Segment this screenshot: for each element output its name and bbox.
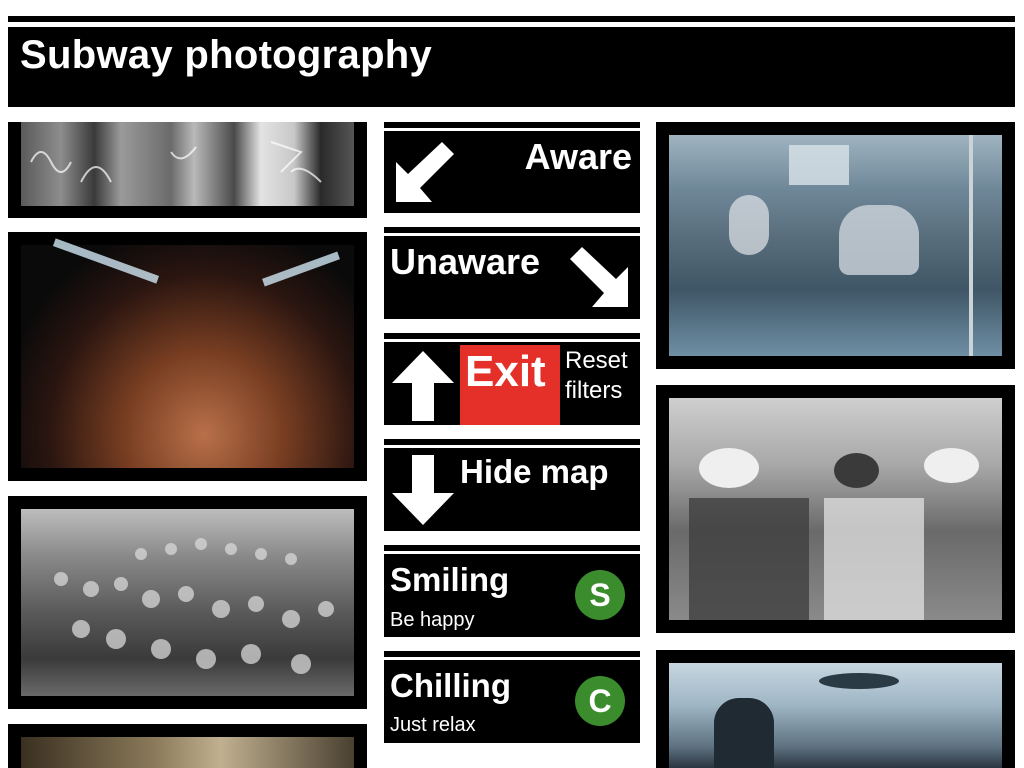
- grab-pole: [969, 135, 973, 356]
- arrow-down-right-icon: [570, 247, 628, 307]
- exit-box: Exit: [460, 345, 560, 425]
- photo-crowd-in-tunnel[interactable]: [8, 496, 367, 709]
- ceiling-light: [52, 238, 160, 284]
- train-window: [789, 145, 849, 185]
- reset-label: Reset: [565, 347, 628, 374]
- photo-girls-on-graffiti-train[interactable]: [656, 122, 1015, 369]
- crowd-tunnel-image: [21, 509, 354, 696]
- passenger-with-cap: [714, 698, 774, 768]
- page-header: Subway photography: [8, 27, 1015, 107]
- white-hat: [924, 448, 979, 483]
- sign-divider: [384, 233, 640, 236]
- page-title: Subway photography: [20, 33, 433, 77]
- reset-filters-button[interactable]: Exit Reset filters: [384, 333, 640, 425]
- dark-hat: [834, 453, 879, 488]
- arrow-up-icon: [392, 351, 454, 421]
- chilling-label: Chilling: [390, 667, 511, 704]
- unaware-filter-button[interactable]: Unaware: [384, 227, 640, 319]
- ceiling-light: [262, 251, 340, 287]
- sign-divider: [384, 445, 640, 448]
- ceiling-fan: [819, 673, 899, 689]
- chilling-badge-icon: C: [575, 676, 625, 726]
- chilling-filter-button[interactable]: Chilling Just relax C: [384, 651, 640, 743]
- smiling-label: Smiling: [390, 561, 510, 598]
- partial-image: [21, 737, 354, 768]
- girls-train-image: [669, 135, 1002, 356]
- seated-passenger: [689, 498, 809, 620]
- sign-divider: [384, 551, 640, 554]
- hide-map-button[interactable]: Hide map: [384, 439, 640, 531]
- aware-label: Aware: [524, 136, 632, 177]
- sign-divider: [384, 128, 640, 131]
- photo-train-interior-passengers[interactable]: [656, 650, 1015, 768]
- man-portrait-image: [21, 238, 354, 468]
- graffiti-scribble-icon: [30, 141, 322, 183]
- header-top-stripe: [8, 16, 1015, 22]
- filters-label: filters: [565, 377, 623, 404]
- hide-map-label: Hide map: [460, 453, 609, 490]
- chilling-sub: Just relax: [390, 714, 476, 736]
- exit-label: Exit: [465, 347, 546, 396]
- seated-passenger: [839, 205, 919, 275]
- sign-divider: [384, 339, 640, 342]
- seated-passenger: [729, 195, 769, 255]
- aware-filter-button[interactable]: Aware: [384, 122, 640, 213]
- smiling-badge-icon: S: [575, 570, 625, 620]
- seated-passenger: [824, 498, 924, 620]
- graffiti-train-image: [21, 122, 354, 206]
- sign-divider: [384, 657, 640, 660]
- photo-women-in-hats-bw[interactable]: [656, 385, 1015, 633]
- arrow-down-left-icon: [396, 142, 454, 202]
- photo-shirtless-man-portrait[interactable]: [8, 232, 367, 481]
- smiling-sub: Be happy: [390, 609, 475, 631]
- photo-graffiti-subway-car[interactable]: [8, 122, 367, 218]
- women-hats-image: [669, 398, 1002, 620]
- train-interior-image: [669, 663, 1002, 768]
- crowd-heads-icon: [54, 538, 334, 674]
- arrow-down-icon: [392, 455, 454, 525]
- photo-partial[interactable]: [8, 724, 367, 768]
- white-hat: [699, 448, 759, 488]
- unaware-label: Unaware: [390, 241, 541, 282]
- smiling-filter-button[interactable]: Smiling Be happy S: [384, 545, 640, 637]
